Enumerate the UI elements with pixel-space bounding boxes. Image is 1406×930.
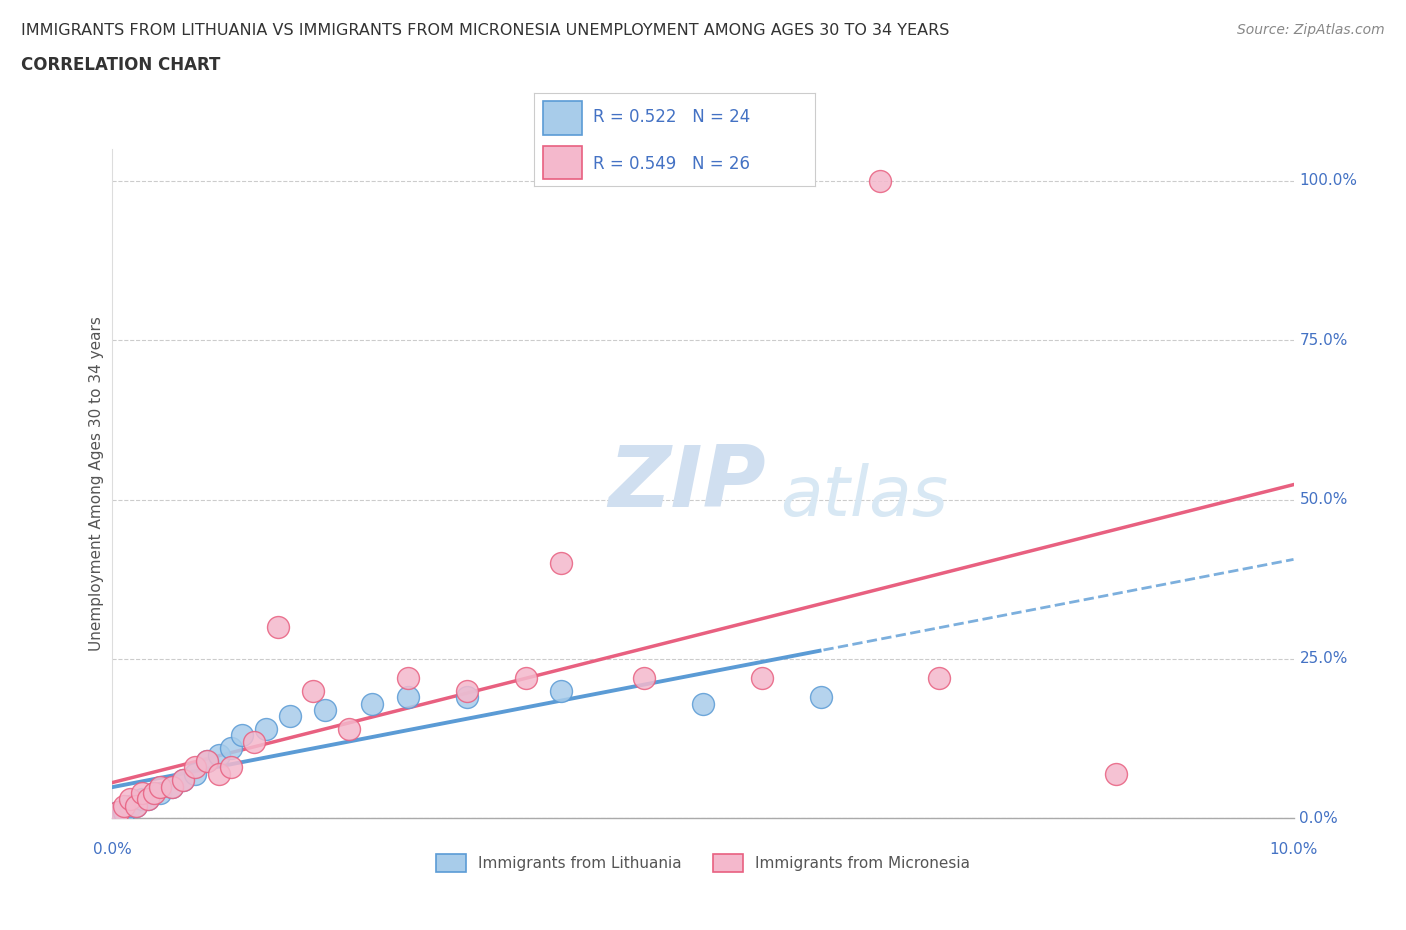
- Point: [810, 690, 832, 705]
- Point: [278, 709, 301, 724]
- Legend: Immigrants from Lithuania, Immigrants from Micronesia: Immigrants from Lithuania, Immigrants fr…: [429, 848, 977, 878]
- Point: [136, 791, 159, 806]
- Point: [314, 702, 336, 717]
- Point: [231, 728, 253, 743]
- Point: [136, 791, 159, 806]
- Point: [107, 804, 129, 819]
- Text: CORRELATION CHART: CORRELATION CHART: [21, 56, 221, 73]
- Point: [692, 697, 714, 711]
- Point: [208, 766, 231, 781]
- Point: [456, 690, 478, 705]
- Point: [396, 671, 419, 685]
- Point: [149, 779, 172, 794]
- Point: [112, 798, 135, 813]
- Text: Source: ZipAtlas.com: Source: ZipAtlas.com: [1237, 23, 1385, 37]
- Bar: [543, 146, 582, 179]
- Point: [254, 722, 277, 737]
- Point: [160, 779, 183, 794]
- Y-axis label: Unemployment Among Ages 30 to 34 years: Unemployment Among Ages 30 to 34 years: [89, 316, 104, 651]
- Text: IMMIGRANTS FROM LITHUANIA VS IMMIGRANTS FROM MICRONESIA UNEMPLOYMENT AMONG AGES : IMMIGRANTS FROM LITHUANIA VS IMMIGRANTS …: [21, 23, 949, 38]
- Point: [361, 697, 384, 711]
- Point: [184, 766, 207, 781]
- Point: [195, 753, 218, 768]
- Point: [396, 690, 419, 705]
- Point: [125, 798, 148, 813]
- Point: [751, 671, 773, 685]
- Point: [184, 760, 207, 775]
- Bar: [543, 101, 582, 135]
- Point: [149, 786, 172, 801]
- Point: [633, 671, 655, 685]
- Text: 25.0%: 25.0%: [1299, 652, 1348, 667]
- Point: [456, 684, 478, 698]
- Point: [928, 671, 950, 685]
- Point: [550, 556, 572, 571]
- Text: 50.0%: 50.0%: [1299, 492, 1348, 507]
- Point: [337, 722, 360, 737]
- Point: [172, 773, 194, 788]
- Point: [142, 786, 165, 801]
- Text: 10.0%: 10.0%: [1270, 842, 1317, 857]
- Point: [219, 741, 242, 756]
- Text: 0.0%: 0.0%: [93, 842, 132, 857]
- Point: [550, 684, 572, 698]
- Text: 0.0%: 0.0%: [1299, 811, 1339, 826]
- Point: [869, 173, 891, 188]
- Point: [125, 798, 148, 813]
- Point: [1105, 766, 1128, 781]
- Text: R = 0.522   N = 24: R = 0.522 N = 24: [593, 108, 751, 126]
- Point: [120, 798, 142, 813]
- Text: 100.0%: 100.0%: [1299, 173, 1357, 188]
- Point: [515, 671, 537, 685]
- Text: R = 0.549   N = 26: R = 0.549 N = 26: [593, 154, 751, 173]
- Point: [131, 786, 153, 801]
- Text: atlas: atlas: [780, 463, 948, 530]
- Point: [195, 753, 218, 768]
- Point: [112, 804, 135, 819]
- Point: [243, 735, 266, 750]
- Point: [160, 779, 183, 794]
- Point: [219, 760, 242, 775]
- Text: ZIP: ZIP: [609, 442, 766, 525]
- Point: [172, 773, 194, 788]
- Point: [131, 791, 153, 806]
- Point: [120, 791, 142, 806]
- Point: [302, 684, 325, 698]
- Point: [107, 804, 129, 819]
- Point: [142, 786, 165, 801]
- Point: [267, 619, 290, 634]
- Point: [208, 747, 231, 762]
- Text: 75.0%: 75.0%: [1299, 333, 1348, 348]
